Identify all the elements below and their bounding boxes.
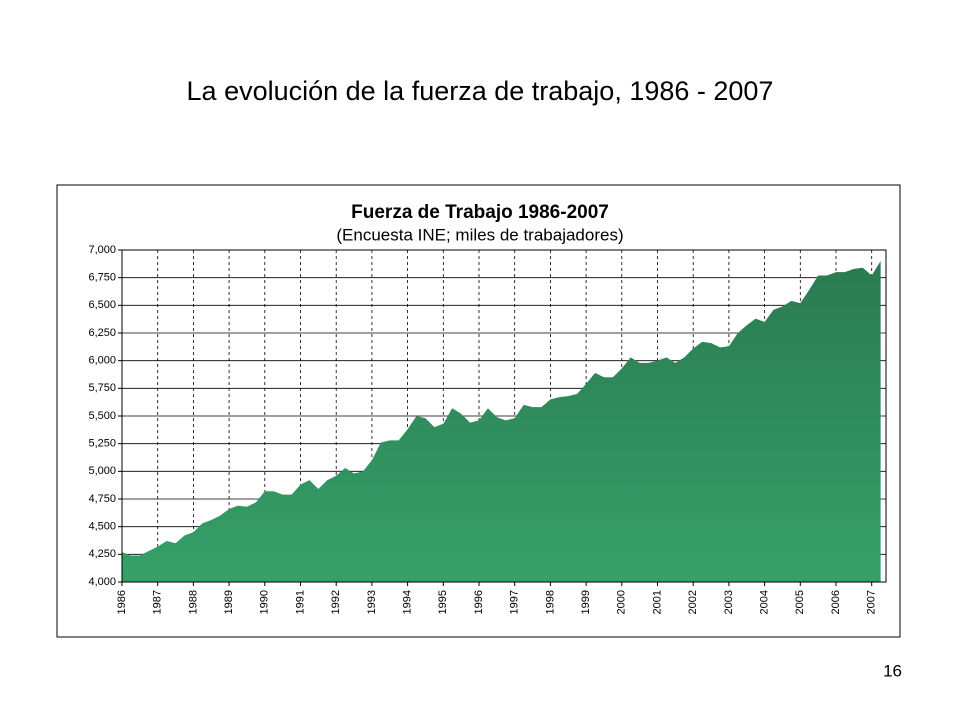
x-tick-label: 2006 xyxy=(830,590,842,614)
x-tick-label: 1998 xyxy=(544,590,556,614)
chart-subtitle: (Encuesta INE; miles de trabajadores) xyxy=(336,225,623,244)
y-tick-label: 4,500 xyxy=(88,521,116,533)
y-tick-label: 5,500 xyxy=(88,410,116,422)
x-tick-label: 1997 xyxy=(509,590,521,614)
x-tick-label: 2000 xyxy=(616,590,628,614)
x-tick-label: 1992 xyxy=(330,590,342,614)
y-tick-label: 6,500 xyxy=(88,299,116,311)
plot-border xyxy=(121,249,887,583)
x-tick-label: 1993 xyxy=(366,590,378,614)
x-tick-label: 2004 xyxy=(759,590,771,614)
x-tick-label: 1999 xyxy=(580,590,592,614)
x-tick-label: 2005 xyxy=(794,590,806,614)
x-tick-label: 1991 xyxy=(294,590,306,614)
area xyxy=(122,261,881,582)
x-tick-label: 1988 xyxy=(187,590,199,614)
x-tick-label: 2001 xyxy=(651,590,663,614)
chart-title: Fuerza de Trabajo 1986-2007 xyxy=(351,202,609,223)
y-tick-label: 4,750 xyxy=(88,493,116,505)
x-tick-label: 1987 xyxy=(152,590,164,614)
slide-title: La evolución de la fuerza de trabajo, 19… xyxy=(187,76,774,106)
x-tick-label: 1996 xyxy=(473,590,485,614)
y-tick-label: 6,250 xyxy=(88,327,116,339)
x-tick-label: 2007 xyxy=(866,590,878,614)
x-tick-label: 1989 xyxy=(223,590,235,614)
y-tick-label: 4,000 xyxy=(88,576,116,588)
y-tick-label: 7,000 xyxy=(88,244,116,256)
x-tick-label: 1986 xyxy=(116,590,128,614)
y-tick-label: 5,000 xyxy=(88,465,116,477)
page-number: 16 xyxy=(883,661,902,680)
x-tick-label: 2003 xyxy=(723,590,735,614)
y-tick-label: 6,750 xyxy=(88,272,116,284)
x-tick-label: 1990 xyxy=(259,590,271,614)
y-tick-label: 5,250 xyxy=(88,438,116,450)
y-tick-label: 6,000 xyxy=(88,355,116,367)
y-tick-label: 5,750 xyxy=(88,382,116,394)
x-tick-label: 2002 xyxy=(687,590,699,614)
x-tick-label: 1994 xyxy=(402,590,414,614)
x-tick-label: 1995 xyxy=(437,590,449,614)
y-tick-label: 4,250 xyxy=(88,548,116,560)
